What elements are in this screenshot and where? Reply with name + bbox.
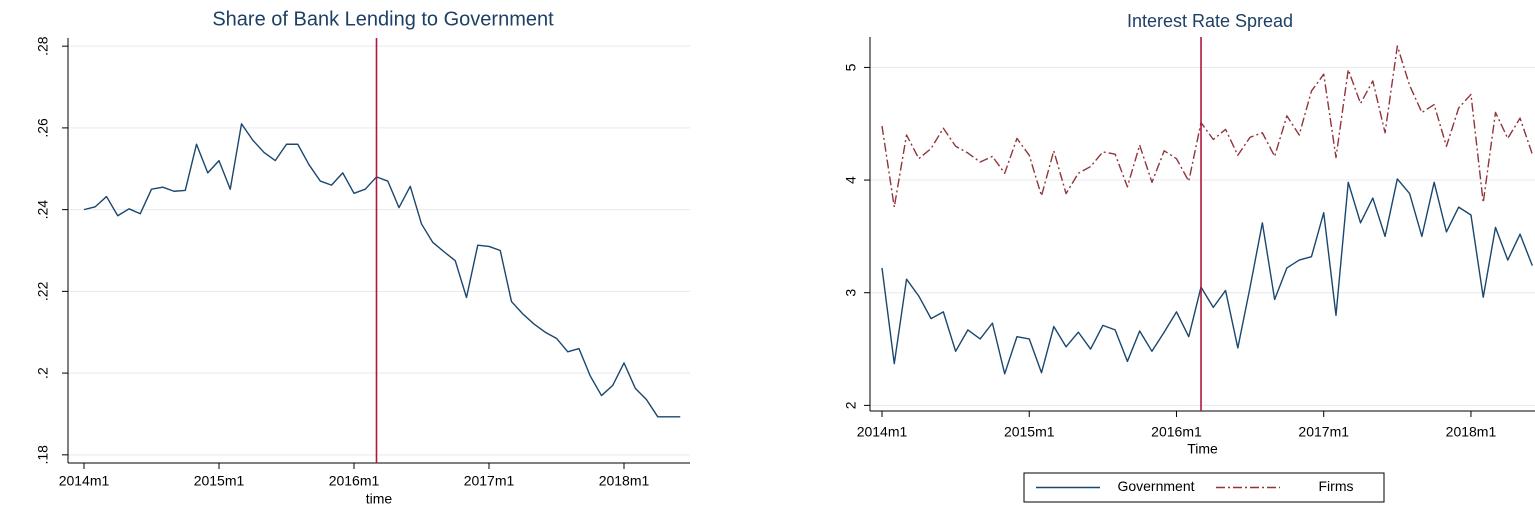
series-line	[881, 178, 1533, 375]
x-tick-label: 2017m1	[464, 473, 515, 489]
y-tick-label: 2	[843, 401, 859, 409]
x-tick-label: 2015m1	[194, 473, 245, 489]
y-tick-label: .24	[35, 200, 51, 220]
y-tick-label: .26	[35, 118, 51, 138]
x-axis-label: Time	[1187, 441, 1218, 457]
legend-label: Firms	[1319, 478, 1354, 494]
y-tick-label: .22	[35, 281, 51, 301]
x-tick-label: 2016m1	[1151, 424, 1202, 440]
x-tick-label: 2018m1	[1446, 424, 1497, 440]
series-line	[881, 45, 1533, 208]
y-tick-label: 4	[843, 176, 859, 184]
y-tick-label: .2	[35, 367, 51, 379]
series-line	[83, 123, 681, 418]
y-tick-label: .18	[35, 445, 51, 465]
x-tick-label: 2015m1	[1004, 424, 1055, 440]
x-tick-label: 2014m1	[59, 473, 110, 489]
chart-title: Interest Rate Spread	[1127, 11, 1293, 31]
x-tick-label: 2014m1	[857, 424, 908, 440]
x-tick-label: 2018m1	[599, 473, 650, 489]
chart-title: Share of Bank Lending to Government	[212, 8, 554, 30]
y-tick-label: .28	[35, 36, 51, 56]
x-axis-label: time	[366, 491, 393, 507]
x-tick-label: 2016m1	[329, 473, 380, 489]
y-tick-label: 5	[843, 63, 859, 71]
x-tick-label: 2017m1	[1298, 424, 1349, 440]
y-tick-label: 3	[843, 289, 859, 297]
legend-label: Government	[1117, 478, 1194, 494]
